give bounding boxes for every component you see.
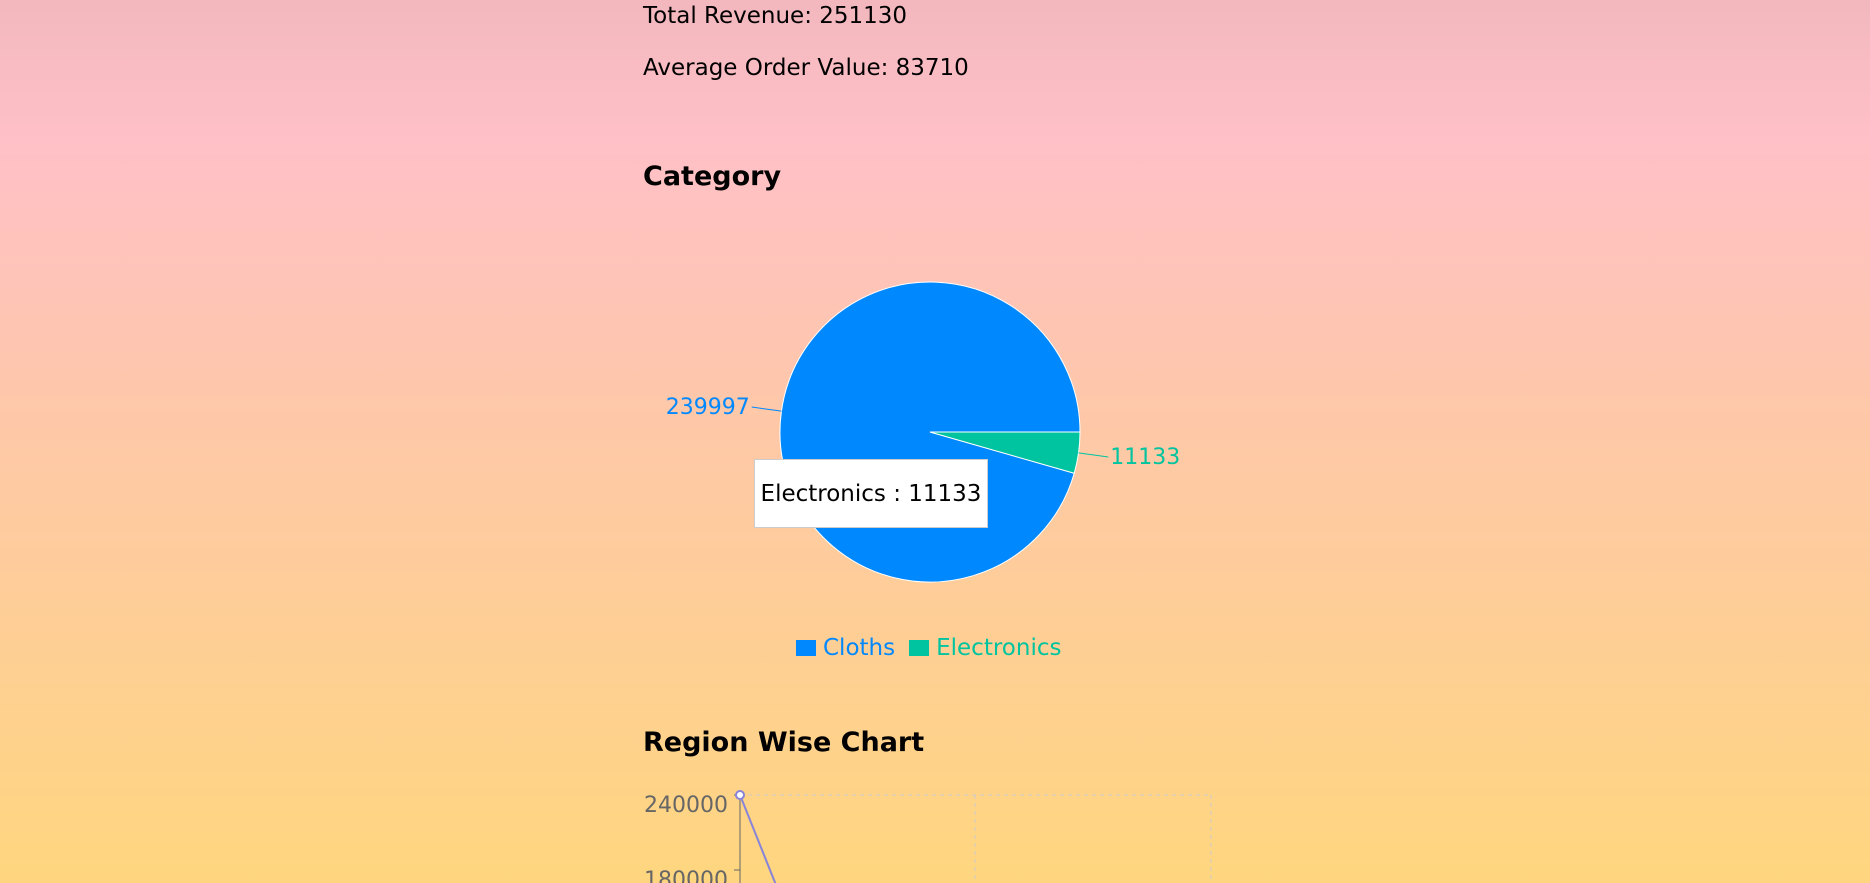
category-chart-title: Category xyxy=(643,161,782,192)
pie-data-label-cloths: 239997 xyxy=(666,395,750,420)
pie-label-line-electronics xyxy=(1078,452,1109,458)
pie-legend: Cloths Electronics xyxy=(796,635,1075,661)
legend-label-electronics: Electronics xyxy=(936,635,1062,661)
pie-slice-electronics[interactable] xyxy=(929,431,1081,474)
pie-label-line-cloths xyxy=(751,406,782,412)
region-data-point[interactable] xyxy=(735,790,745,800)
pie-data-label-electronics: 11133 xyxy=(1110,445,1180,470)
region-chart-title: Region Wise Chart xyxy=(643,727,925,758)
region-series-line xyxy=(739,794,777,883)
region-y-tick-label: 240000 xyxy=(644,793,728,818)
region-chart-grid xyxy=(740,794,1212,883)
total-revenue-stat: Total Revenue: 251130 xyxy=(643,3,908,29)
legend-item-cloths[interactable]: Cloths xyxy=(796,635,895,661)
legend-item-electronics[interactable]: Electronics xyxy=(909,635,1061,661)
legend-swatch-cloths xyxy=(796,640,816,656)
tooltip-text: Electronics : 11133 xyxy=(760,480,982,507)
region-y-tick-label: 180000 xyxy=(644,868,728,883)
chart-tooltip: Electronics : 11133 xyxy=(754,459,988,528)
legend-swatch-electronics xyxy=(909,640,930,656)
average-order-value-stat: Average Order Value: 83710 xyxy=(643,55,969,81)
legend-label-cloths: Cloths xyxy=(823,635,896,661)
